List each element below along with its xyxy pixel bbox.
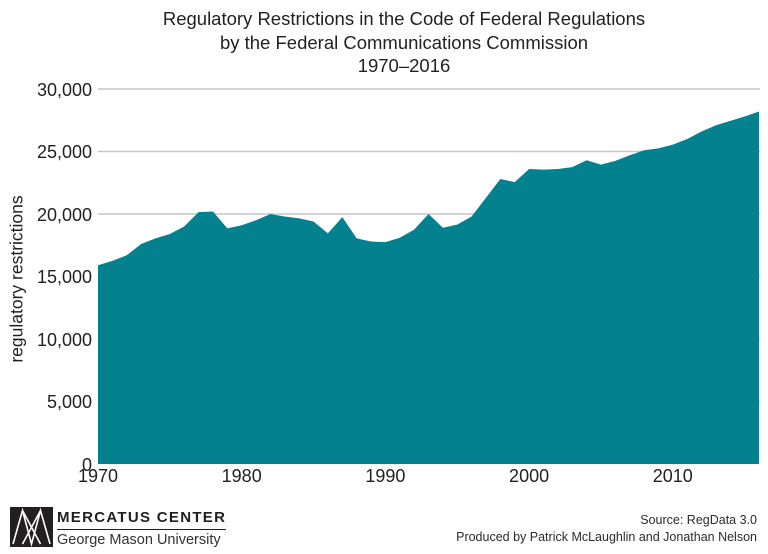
produced-by-line: Produced by Patrick McLaughlin and Jonat… (456, 529, 757, 544)
y-tick-label: 30,000 (36, 79, 92, 100)
x-tick-label: 2000 (509, 466, 550, 486)
george-mason-university-label: George Mason University (57, 532, 221, 548)
chart-title-line3: 1970–2016 (357, 55, 451, 76)
chart-title-line2: by the Federal Communications Commission (219, 31, 589, 53)
x-tick-label: 1990 (365, 466, 406, 486)
y-tick-label: 5,000 (46, 392, 92, 412)
y-tick-label: 0 (81, 454, 92, 475)
x-tick-label: 1980 (221, 466, 262, 486)
y-tick-label: 15,000 (36, 267, 92, 287)
x-tick-label: 2010 (652, 466, 693, 486)
chart-title: Regulatory Restrictions in the Code of F… (40, 7, 768, 78)
source-attribution: Source: RegData 3.0 Produced by Patrick … (456, 512, 757, 545)
footer-branding: MERCATUS CENTER George Mason University (57, 509, 227, 548)
area-series (98, 111, 759, 464)
x-tick-label: 1970 (77, 466, 119, 486)
source-line: Source: RegData 3.0 (640, 513, 757, 527)
y-tick-label: 10,000 (36, 329, 92, 350)
mercatus-logo-icon (10, 507, 53, 547)
chart-title-line1: Regulatory Restrictions in the Code of F… (162, 8, 646, 29)
y-tick-label: 20,000 (36, 204, 92, 225)
mercatus-center-wordmark: MERCATUS CENTER (57, 509, 227, 530)
y-tick-label: 25,000 (36, 142, 92, 162)
